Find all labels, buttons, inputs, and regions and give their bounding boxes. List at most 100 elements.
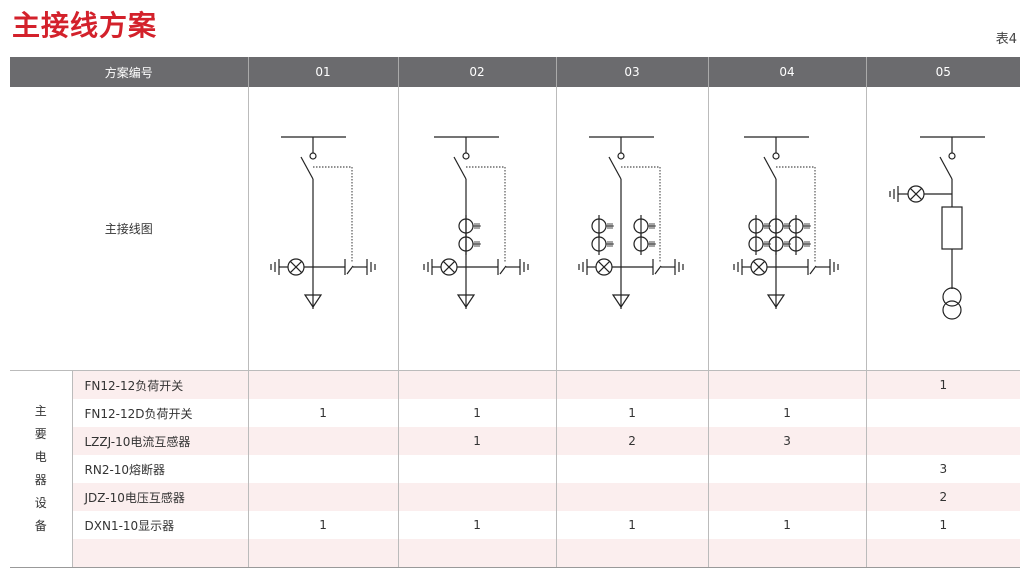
indicator-lamp-icon [752,260,766,274]
equipment-quantity [865,399,1021,427]
group-char: 主 [34,404,47,418]
equipment-quantity [555,455,709,483]
equipment-quantity: 1 [707,399,867,427]
equipment-quantity: 3 [707,427,867,455]
group-char: 备 [34,519,47,533]
equipment-quantity [707,483,867,511]
group-char: 器 [34,473,47,487]
diagram-cell [397,87,557,371]
equipment-quantity [397,370,557,399]
voltage-transformer-icon [942,300,962,320]
indicator-lamp-icon [289,260,302,274]
table-number: 表4 [995,32,1017,47]
isolating-contact-icon [462,152,470,160]
equipment-quantity: 1 [707,511,867,539]
isolating-contact-icon [772,152,780,160]
equipment-quantity [555,483,709,511]
wiring-diagram-03 [578,136,684,309]
header-row: 方案编号 01 02 03 04 05 [10,57,1021,87]
equipment-quantity [865,427,1021,455]
diagram-cell [247,87,399,371]
equipment-quantity [707,370,867,399]
indicator-lamp-icon [597,260,611,274]
equipment-quantity [555,539,709,568]
equipment-row: RN2-10熔断器 3 [10,455,1021,483]
group-char: 要 [34,427,47,441]
equipment-quantity: 1 [555,399,709,427]
earth-switch-icon [654,265,662,275]
wiring-diagram-04 [733,136,839,309]
indicator-lamp-icon [910,187,923,201]
diagram-cell [555,87,709,371]
equipment-name [71,539,249,568]
equipment-quantity: 1 [865,511,1021,539]
equipment-name: DXN1-10显示器 [71,511,249,539]
equipment-quantity [555,370,709,399]
load-switch-icon [763,156,777,180]
equipment-quantity: 1 [397,399,557,427]
equipment-name: JDZ-10电压互感器 [71,483,249,511]
equipment-name: FN12-12D负荷开关 [71,399,249,427]
equipment-row [10,539,1021,568]
header-scheme-01: 01 [247,57,399,87]
equipment-quantity [865,539,1021,568]
main-wiring-table: 方案编号 01 02 03 04 05 主接线图 主要电器设备 FN12-12负荷… [10,57,1021,568]
equipment-group-label: 主要电器设备 [10,370,72,568]
equipment-quantity [247,483,399,511]
equipment-name: RN2-10熔断器 [71,455,249,483]
voltage-transformer-icon [942,287,962,307]
earth-switch-icon [499,265,507,275]
diagram-cell [865,87,1021,371]
wiring-diagram-01 [269,136,376,309]
mechanical-interlock [776,166,816,263]
equipment-name: FN12-12负荷开关 [71,370,249,399]
equipment-quantity: 1 [397,427,557,455]
diagram-cell [707,87,867,371]
cable-terminal-icon [766,294,786,309]
equipment-quantity [247,455,399,483]
equipment-quantity [397,539,557,568]
equipment-quantity: 1 [247,399,399,427]
wiring-diagram-05 [889,136,986,320]
wiring-diagram-02 [423,136,529,309]
equipment-quantity [707,455,867,483]
equipment-quantity [397,483,557,511]
group-char: 设 [34,496,47,510]
equipment-quantity: 2 [555,427,709,455]
equipment-quantity: 1 [865,370,1021,399]
equipment-quantity [247,539,399,568]
mechanical-interlock [312,166,352,263]
cable-terminal-icon [611,294,631,309]
equipment-quantity: 1 [397,511,557,539]
earth-switch-icon [809,265,817,275]
load-switch-icon [453,156,467,180]
equipment-quantity: 2 [865,483,1021,511]
equipment-row: LZZJ-10电流互感器 1 2 3 [10,427,1021,455]
header-scheme-02: 02 [397,57,557,87]
equipment-quantity [707,539,867,568]
equipment-quantity: 3 [865,455,1021,483]
equipment-quantity [397,455,557,483]
diagram-row: 主接线图 [10,87,1021,371]
isolating-contact-icon [617,152,625,160]
load-switch-icon [608,156,622,180]
header-scheme-label: 方案编号 [10,57,249,87]
equipment-quantity [247,427,399,455]
header-scheme-03: 03 [555,57,709,87]
load-switch-icon [939,156,953,180]
mechanical-interlock [466,166,506,263]
fuse-icon [941,206,963,250]
header-scheme-04: 04 [707,57,867,87]
group-char: 电 [34,450,47,464]
isolating-contact-icon [948,152,956,160]
page-title: 主接线方案 [12,9,158,42]
equipment-quantity: 1 [247,511,399,539]
equipment-row: 主要电器设备 FN12-12负荷开关 1 [10,370,1021,568]
isolating-contact-icon [308,152,317,160]
load-switch-icon [299,156,314,180]
header-scheme-05: 05 [865,57,1021,87]
cable-terminal-icon [303,294,322,309]
cable-terminal-icon [456,294,476,309]
diagram-label: 主接线图 [10,87,249,371]
equipment-quantity: 1 [555,511,709,539]
